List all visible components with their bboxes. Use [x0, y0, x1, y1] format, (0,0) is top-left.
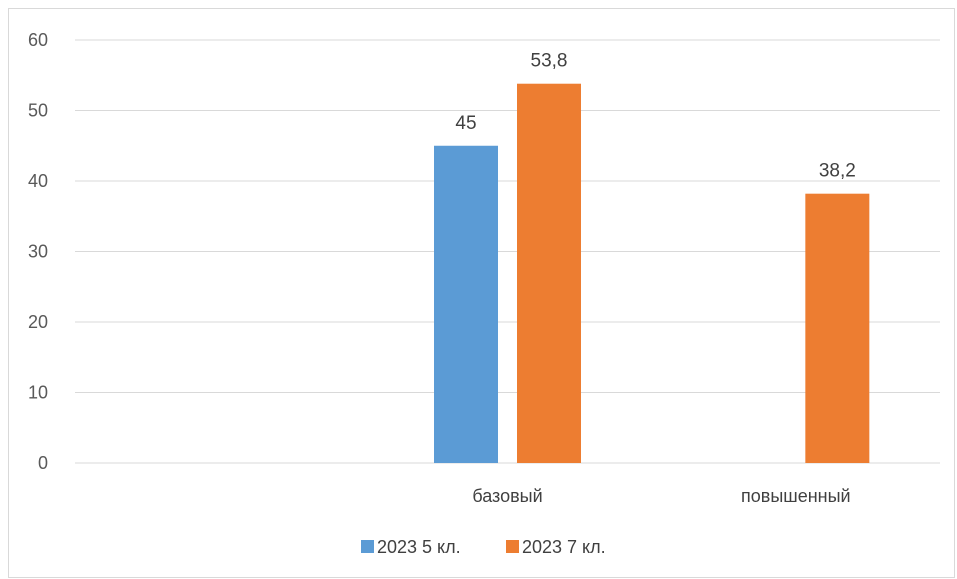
y-tick-label: 0 [38, 453, 48, 473]
gridlines [75, 39, 940, 464]
category-label: базовый [472, 486, 542, 506]
category-label: повышенный [741, 486, 851, 506]
data-label: 38,2 [819, 161, 856, 182]
y-axis-ticks: 0 10 20 30 40 50 60 [28, 30, 48, 473]
y-tick-label: 20 [28, 312, 48, 332]
legend: 2023 5 кл. 2023 7 кл. [361, 537, 606, 557]
y-tick-label: 60 [28, 30, 48, 50]
legend-label: 2023 5 кл. [377, 537, 461, 557]
bar [517, 83, 581, 464]
bars [434, 83, 870, 464]
bar [434, 145, 498, 463]
legend-swatch [361, 540, 374, 553]
data-label: 53,8 [531, 51, 568, 72]
y-tick-label: 10 [28, 383, 48, 403]
legend-swatch [506, 540, 519, 553]
y-tick-label: 50 [28, 101, 48, 121]
data-labels: 45 53,8 38,2 [455, 51, 855, 182]
y-tick-label: 30 [28, 242, 48, 262]
data-label: 45 [455, 113, 476, 134]
x-axis-categories: базовый повышенный [472, 486, 850, 506]
y-tick-label: 40 [28, 171, 48, 191]
legend-label: 2023 7 кл. [522, 537, 606, 557]
bar [805, 193, 870, 463]
